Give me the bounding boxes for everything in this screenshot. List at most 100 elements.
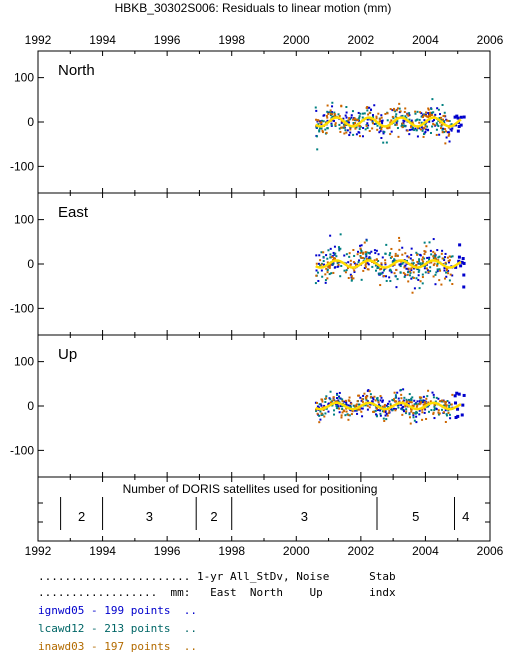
data-point-inawd03: [404, 404, 407, 407]
data-point-ignwd05: [314, 401, 317, 404]
data-point-lcawd12: [352, 133, 355, 136]
data-point-ignwd05: [459, 115, 463, 119]
data-point-inawd03: [326, 271, 329, 274]
data-point-inawd03: [393, 263, 396, 266]
data-point-lcawd12: [391, 409, 394, 412]
data-point-inawd03: [394, 400, 397, 403]
data-point-lcawd12: [317, 271, 320, 274]
data-point-lcawd12: [432, 111, 435, 114]
data-point-lcawd12: [343, 269, 346, 272]
data-point-ignwd05: [423, 267, 426, 270]
y-tick-label: 100: [14, 355, 34, 369]
data-point-ignwd05: [363, 267, 366, 270]
data-point-inawd03: [364, 396, 367, 399]
data-point-lcawd12: [433, 256, 436, 259]
data-point-lcawd12: [326, 269, 329, 272]
data-point-inawd03: [411, 259, 414, 262]
data-point-lcawd12: [365, 398, 368, 401]
data-point-lcawd12: [399, 265, 402, 268]
data-point-ignwd05: [373, 104, 376, 107]
data-point-lcawd12: [338, 396, 341, 399]
data-point-ignwd05: [361, 415, 364, 418]
data-point-inawd03: [443, 277, 446, 280]
data-point-ignwd05: [416, 135, 419, 138]
data-point-inawd03: [365, 124, 368, 127]
data-point-lcawd12: [339, 275, 342, 278]
data-point-ignwd05: [338, 247, 341, 250]
data-point-inawd03: [405, 401, 408, 404]
data-point-ignwd05: [395, 286, 398, 289]
data-point-inawd03: [363, 241, 366, 244]
data-point-inawd03: [441, 399, 444, 402]
data-point-inawd03: [425, 267, 428, 270]
data-point-ignwd05: [391, 109, 394, 112]
data-point-inawd03: [391, 115, 394, 118]
data-point-lcawd12: [448, 404, 451, 407]
data-point-lcawd12: [314, 282, 317, 285]
data-point-ignwd05: [366, 408, 369, 411]
data-point-lcawd12: [429, 131, 432, 134]
data-point-inawd03: [395, 123, 398, 126]
data-point-ignwd05: [329, 247, 332, 250]
chart-title: HBKB_30302S006: Residuals to linear moti…: [115, 1, 392, 15]
data-point-ignwd05: [418, 127, 421, 130]
data-point-ignwd05: [459, 123, 463, 127]
data-point-ignwd05: [425, 128, 428, 131]
data-point-ignwd05: [402, 409, 405, 412]
data-point-lcawd12: [374, 122, 377, 125]
y-tick-label: -100: [10, 443, 34, 457]
data-point-inawd03: [361, 400, 364, 403]
data-point-lcawd12: [427, 410, 430, 413]
data-point-ignwd05: [383, 267, 386, 270]
data-point-lcawd12: [336, 262, 339, 265]
data-point-ignwd05: [320, 269, 323, 272]
data-point-lcawd12: [324, 400, 327, 403]
data-point-ignwd05: [439, 113, 442, 116]
data-point-lcawd12: [389, 256, 392, 259]
data-point-inawd03: [414, 110, 417, 113]
data-point-inawd03: [433, 403, 436, 406]
data-point-lcawd12: [379, 126, 382, 129]
data-point-inawd03: [390, 255, 393, 258]
data-point-inawd03: [392, 398, 395, 401]
data-point-lcawd12: [436, 268, 439, 271]
data-point-ignwd05: [331, 119, 334, 122]
data-point-ignwd05: [318, 406, 321, 409]
data-point-inawd03: [356, 400, 359, 403]
data-point-inawd03: [440, 127, 443, 130]
data-point-inawd03: [436, 264, 439, 267]
data-point-inawd03: [348, 399, 351, 402]
data-point-ignwd05: [431, 120, 434, 123]
satellite-count: 4: [462, 509, 469, 524]
data-point-inawd03: [316, 401, 319, 404]
data-point-lcawd12: [438, 268, 441, 271]
data-point-ignwd05: [381, 399, 384, 402]
legend-row-lcawd12: lcawd12 - 213 points ..: [38, 622, 197, 635]
data-point-lcawd12: [349, 405, 352, 408]
data-point-inawd03: [425, 397, 428, 400]
data-point-inawd03: [416, 253, 419, 256]
data-point-inawd03: [340, 120, 343, 123]
data-point-inawd03: [315, 408, 318, 411]
data-point-ignwd05: [456, 116, 460, 120]
data-point-inawd03: [365, 262, 368, 265]
data-point-inawd03: [445, 268, 448, 271]
data-point-lcawd12: [340, 264, 343, 267]
data-point-inawd03: [433, 123, 436, 126]
data-point-inawd03: [366, 257, 369, 260]
data-point-ignwd05: [424, 130, 427, 133]
data-point-inawd03: [390, 247, 393, 250]
data-point-inawd03: [419, 128, 422, 131]
data-point-inawd03: [432, 255, 435, 258]
data-point-lcawd12: [440, 124, 443, 127]
data-point-ignwd05: [399, 263, 402, 266]
data-point-lcawd12: [344, 414, 347, 417]
data-point-inawd03: [409, 125, 412, 128]
data-point-inawd03: [424, 125, 427, 128]
data-point-inawd03: [358, 125, 361, 128]
data-point-lcawd12: [376, 396, 379, 399]
data-point-lcawd12: [345, 269, 348, 272]
data-point-lcawd12: [379, 405, 382, 408]
data-point-lcawd12: [412, 416, 415, 419]
data-point-lcawd12: [410, 399, 413, 402]
